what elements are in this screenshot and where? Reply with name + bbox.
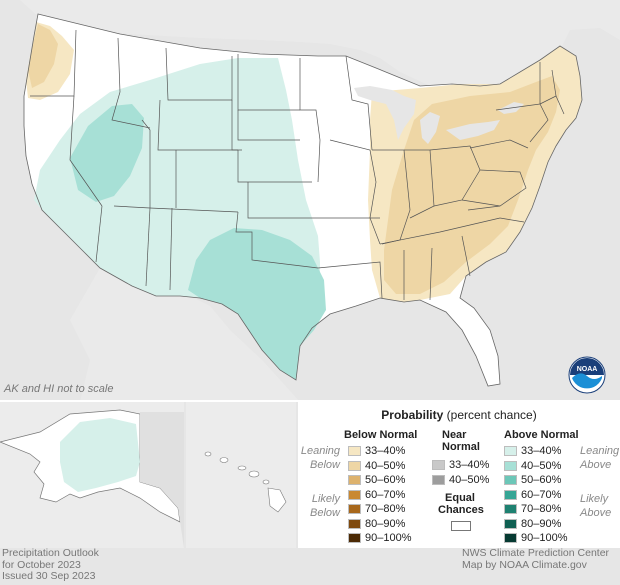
near-normal-swatch — [432, 460, 445, 470]
leaning-above-label-2: Above — [580, 459, 612, 471]
canada-land — [0, 0, 620, 94]
below-normal-label: 80–90% — [365, 517, 406, 530]
below-normal-row: 40–50% — [348, 460, 405, 472]
footer-right: NWS Climate Prediction Center Map by NOA… — [462, 547, 610, 571]
below-normal-row: 80–90% — [348, 518, 405, 530]
below-normal-label: 60–70% — [365, 488, 406, 501]
below-normal-swatch — [348, 446, 361, 456]
above-normal-swatch — [504, 504, 517, 514]
near-normal-row: 33–40% — [432, 459, 489, 471]
above-normal-header: Above Normal — [504, 429, 579, 441]
below-normal-row: 90–100% — [348, 532, 412, 544]
above-normal-label: 90–100% — [521, 532, 568, 544]
below-normal-header: Below Normal — [344, 429, 418, 441]
above-normal-row: 60–70% — [504, 489, 561, 501]
near-normal-swatch — [432, 474, 445, 485]
above-normal-label: 50–60% — [521, 474, 562, 486]
above-normal-swatch — [504, 460, 517, 471]
above-normal-label: 70–80% — [521, 503, 562, 515]
above-normal-label: 60–70% — [521, 488, 562, 501]
footer-period: for October 2023 — [2, 558, 81, 571]
canada-inset-land — [140, 412, 184, 548]
below-normal-swatch — [348, 533, 361, 543]
outlook-map — [0, 0, 620, 402]
leaning-above-label-1: Leaning — [580, 445, 620, 457]
likely-above-label-1: Likely — [580, 493, 609, 505]
great-lakes — [354, 86, 524, 144]
near-header-1: Near — [442, 429, 467, 441]
mexico-land — [70, 268, 300, 402]
alaska-inset — [0, 402, 184, 548]
below-normal-row: 60–70% — [348, 489, 405, 501]
below-normal-label: 90–100% — [365, 532, 412, 544]
above-normal-swatch — [504, 446, 517, 456]
legend-title: Probability (percent chance) — [298, 408, 620, 422]
above-normal-row: 33–40% — [504, 445, 561, 457]
leaning-below-label-1: Leaning — [300, 445, 340, 457]
near-normal-header: Near Normal — [442, 429, 480, 453]
above-normal-label: 80–90% — [521, 517, 562, 530]
below-normal-label: 70–80% — [365, 503, 406, 515]
likely-below-label-1: Likely — [311, 493, 340, 505]
alaska-leaning-above — [60, 418, 140, 492]
divider — [0, 400, 620, 402]
likely-below-label: Likely Below — [298, 492, 340, 520]
above-normal-swatch — [504, 489, 517, 500]
above-normal-row: 40–50% — [504, 460, 561, 472]
noaa-logo-text: NOAA — [577, 366, 598, 373]
near-normal-row: 40–50% — [432, 474, 489, 486]
below-40-50-pacific-nw — [28, 24, 58, 88]
conus-outline — [23, 13, 583, 387]
above-normal-row: 90–100% — [504, 532, 568, 544]
equal-label-2: Chances — [438, 504, 484, 516]
scale-note: AK and HI not to scale — [4, 383, 114, 395]
above-40-50-southern-plains — [188, 228, 326, 380]
likely-above-label: Likely Above — [580, 492, 611, 520]
hawaii-inset — [186, 402, 296, 548]
below-normal-swatch — [348, 475, 361, 485]
leaning-above-label: Leaning Above — [580, 444, 619, 472]
above-normal-row: 80–90% — [504, 518, 561, 530]
near-normal-label: 33–40% — [449, 459, 490, 471]
below-normal-row: 33–40% — [348, 445, 405, 457]
below-normal-swatch — [348, 489, 361, 500]
above-normal-swatch — [504, 475, 517, 485]
below-normal-swatch — [348, 460, 361, 471]
footer-left: Precipitation Outlook for October 2023 I… — [2, 547, 99, 583]
leaning-below-label-2: Below — [310, 459, 340, 471]
above-normal-row: 70–80% — [504, 503, 561, 515]
below-normal-swatch — [348, 504, 361, 514]
near-header-2: Normal — [442, 441, 480, 453]
below-normal-label: 40–50% — [365, 459, 406, 472]
legend-title-rest: (percent chance) — [443, 408, 537, 422]
above-normal-label: 40–50% — [521, 459, 562, 472]
equal-chances-label: Equal Chances — [438, 492, 484, 516]
above-normal-label: 33–40% — [521, 445, 562, 457]
likely-below-label-2: Below — [310, 507, 340, 519]
below-normal-label: 50–60% — [365, 474, 406, 486]
footer-credit: Map by NOAA Climate.gov — [462, 558, 587, 571]
above-normal-swatch — [504, 533, 517, 543]
hawaii-islands — [204, 451, 287, 513]
footer-title: Precipitation Outlook — [2, 547, 99, 559]
noaa-logo: NOAA — [568, 356, 606, 394]
footer-source: NWS Climate Prediction Center — [462, 547, 610, 559]
legend: Probability (percent chance) Below Norma… — [298, 402, 620, 548]
above-40-50-great-basin — [70, 104, 144, 202]
equal-label-1: Equal — [445, 492, 475, 504]
footer-issued: Issued 30 Sep 2023 — [2, 570, 96, 582]
below-normal-row: 50–60% — [348, 474, 405, 486]
below-normal-row: 70–80% — [348, 503, 405, 515]
likely-above-label-2: Above — [580, 507, 612, 519]
equal-chances-swatch — [451, 521, 471, 531]
near-normal-label: 40–50% — [449, 473, 490, 486]
above-normal-row: 50–60% — [504, 474, 561, 486]
state-boundaries — [30, 29, 565, 301]
below-normal-label: 33–40% — [365, 445, 406, 457]
legend-title-bold: Probability — [381, 408, 444, 422]
above-normal-swatch — [504, 518, 517, 529]
below-normal-swatch — [348, 518, 361, 529]
leaning-below-label: Leaning Below — [298, 444, 340, 472]
